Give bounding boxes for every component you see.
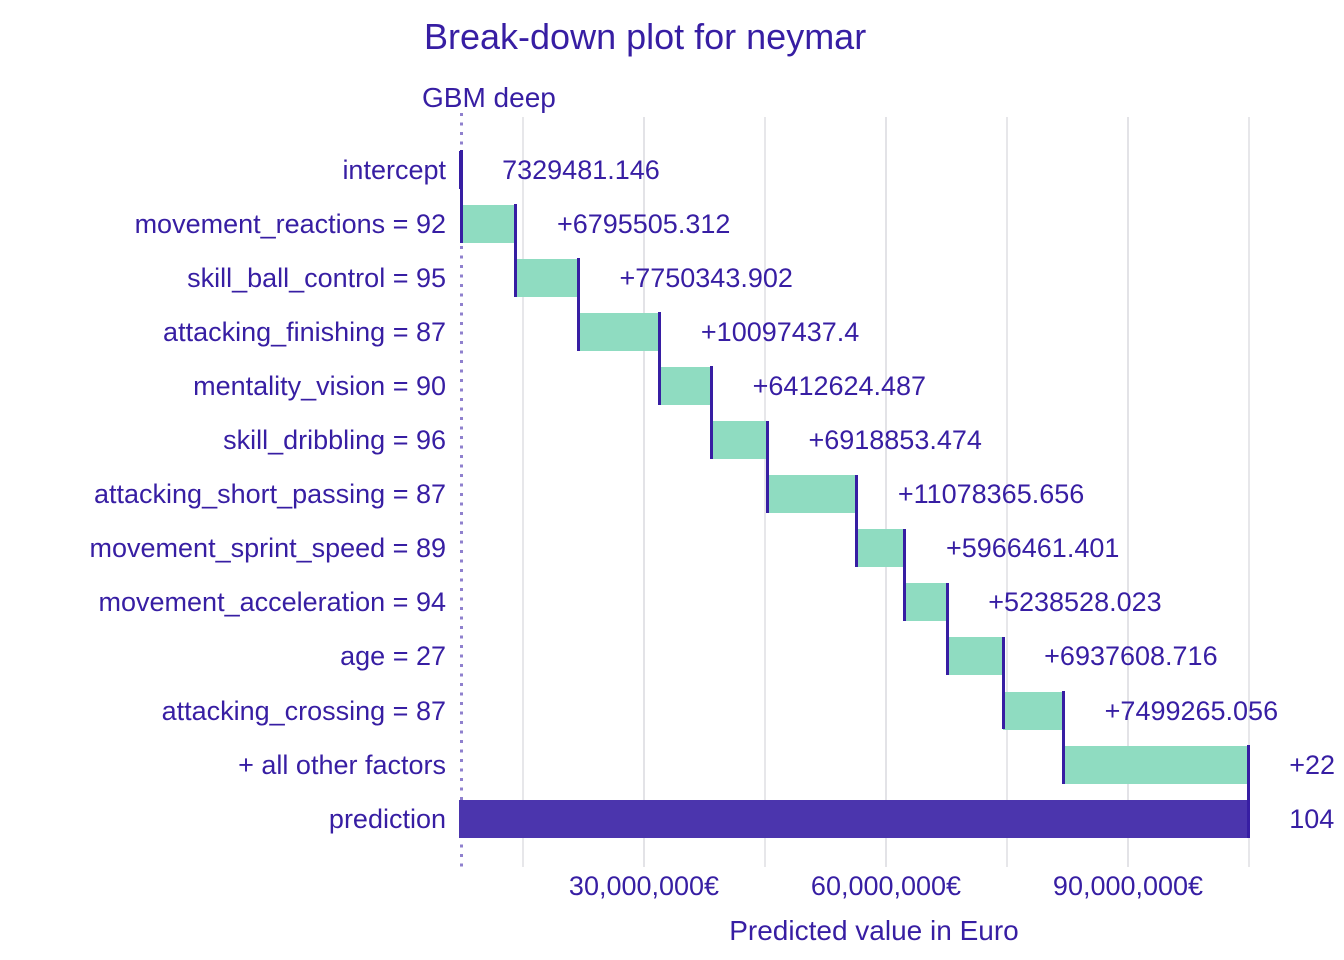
row-label: movement_reactions = 92 — [134, 208, 446, 239]
row-label: movement_sprint_speed = 89 — [89, 533, 446, 564]
bar-all-other-factors — [1063, 745, 1249, 784]
major-gridline — [1127, 117, 1129, 867]
minor-gridline — [1006, 117, 1008, 867]
row-label: skill_ball_control = 95 — [187, 262, 446, 293]
value-label: +22 — [1289, 749, 1335, 780]
plot-subtitle: GBM deep — [422, 82, 556, 113]
intercept-dotted-baseline — [459, 113, 463, 869]
value-label: +10097437.4 — [700, 316, 860, 347]
row-label: attacking_short_passing = 87 — [94, 479, 446, 510]
row-label: attacking_finishing = 87 — [163, 316, 446, 347]
value-label: 7329481.146 — [502, 154, 660, 185]
bar-movement-acceleration-94 — [904, 583, 948, 622]
x-tick-label: 90,000,000€ — [1052, 871, 1204, 901]
connector-line — [903, 528, 907, 622]
connector-line — [1246, 745, 1250, 838]
minor-gridline — [1248, 117, 1250, 867]
connector-line — [576, 258, 580, 351]
row-label: prediction — [328, 803, 446, 834]
connector-line — [855, 474, 859, 568]
bar-attacking-short-passing-87 — [767, 475, 857, 514]
minor-gridline — [522, 117, 524, 867]
bar-mentality-vision-90 — [659, 366, 712, 405]
connector-line — [658, 312, 662, 405]
connector-line — [765, 420, 769, 514]
row-label: mentality_vision = 90 — [193, 370, 446, 401]
row-label: intercept — [342, 154, 446, 185]
value-label: +5966461.401 — [945, 533, 1120, 564]
row-label: attacking_crossing = 87 — [161, 695, 446, 726]
row-label: skill_dribbling = 96 — [223, 425, 446, 455]
value-label: +6918853.474 — [808, 425, 982, 455]
connector-line — [459, 150, 463, 243]
row-label: + all other factors — [238, 749, 446, 780]
connector-line — [1001, 636, 1005, 730]
value-label: +7750343.902 — [619, 262, 793, 293]
value-label: +6412624.487 — [752, 370, 927, 401]
connector-line — [710, 366, 714, 459]
major-gridline — [643, 117, 645, 867]
bar-movement-reactions-92 — [461, 204, 516, 243]
bar-attacking-crossing-87 — [1003, 691, 1064, 730]
x-axis-title: Predicted value in Euro — [729, 915, 1019, 946]
minor-gridline — [764, 117, 766, 867]
x-tick-label: 30,000,000€ — [568, 871, 720, 901]
bar-attacking-finishing-87 — [578, 312, 660, 351]
connector-line — [945, 582, 949, 676]
bar-movement-sprint-speed-89 — [856, 529, 905, 568]
bar-skill-dribbling-96 — [711, 421, 768, 459]
value-label: 104 — [1289, 803, 1335, 834]
value-label: +6937608.716 — [1044, 641, 1218, 672]
major-gridline — [885, 117, 887, 867]
row-label: movement_acceleration = 94 — [98, 587, 446, 618]
connector-line — [514, 204, 518, 297]
bar-age-27 — [947, 637, 1004, 676]
plot-title: Break-down plot for neymar — [424, 16, 867, 57]
bar-skill-ball-control-95 — [515, 258, 579, 297]
value-label: +5238528.023 — [988, 587, 1162, 618]
row-label: age = 27 — [340, 641, 446, 672]
connector-line — [1062, 691, 1066, 784]
value-label: +6795505.312 — [556, 208, 731, 239]
value-label: +7499265.056 — [1104, 695, 1279, 726]
value-label: +11078365.656 — [897, 479, 1085, 510]
x-tick-label: 60,000,000€ — [810, 871, 962, 901]
bar-prediction — [459, 799, 1249, 838]
